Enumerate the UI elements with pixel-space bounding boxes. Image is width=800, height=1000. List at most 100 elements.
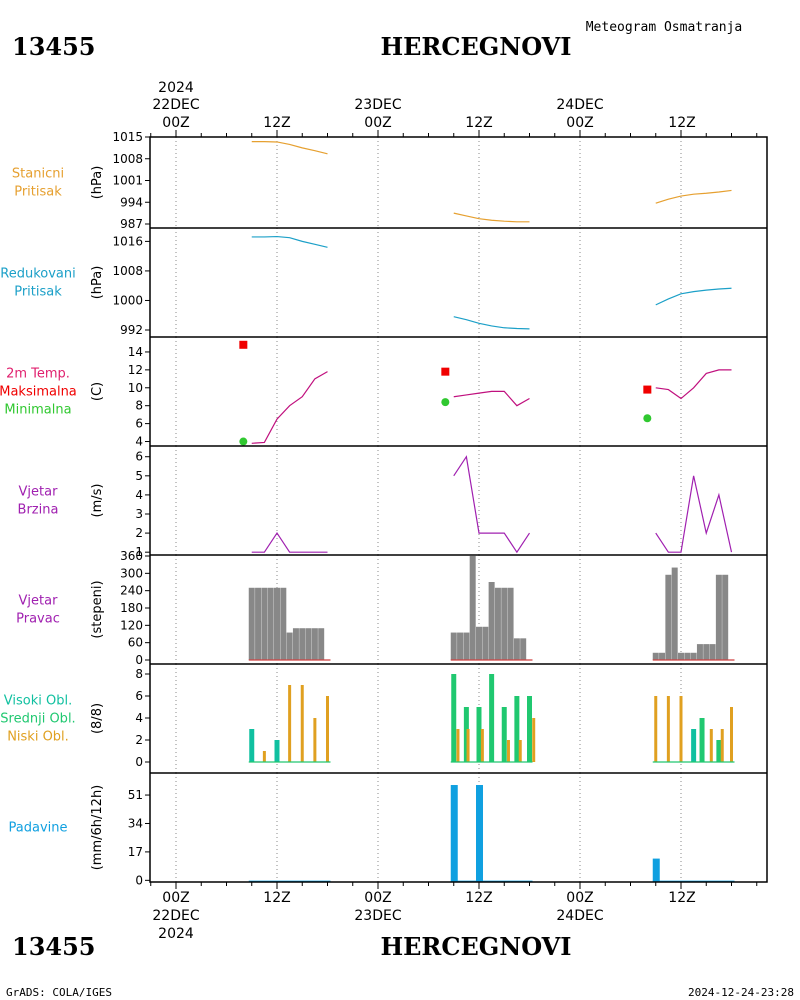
reduced-pressure-line <box>251 235 328 248</box>
panels-group: 987994100110081015(hPa)StanicniPritisak9… <box>0 130 768 889</box>
precip-bar <box>476 785 483 882</box>
cloud-bar <box>514 696 520 762</box>
bottom-date-label-2: 23DEC <box>354 908 401 924</box>
min-temp-marker <box>441 398 450 407</box>
wind-speed-ytick-label: 1 <box>135 545 143 559</box>
temperature-side-label: 2m Temp. <box>6 367 70 382</box>
precipitation-panel: 0 17 34 51 (mm/6h/12h) Padavine <box>9 773 735 887</box>
reduced-pressure-ytick-label: 1008 <box>112 264 143 278</box>
cloud-bar <box>532 718 536 762</box>
cloud-cover-ytick-label: 0 <box>135 755 143 769</box>
precipitation-side-label: Padavine <box>9 821 68 836</box>
wind-direction-side-label: Vjetar <box>19 594 59 609</box>
wind-speed-ytick-label: 4 <box>135 488 143 502</box>
pressure-ytick-label: 1001 <box>112 174 143 188</box>
cloud-bar <box>501 707 507 762</box>
wind-direction-ytick-label: 120 <box>120 618 143 632</box>
wind-speed-side-label: Vjetar <box>19 485 59 500</box>
precip-bar <box>450 785 458 882</box>
max-temp-marker <box>239 340 248 349</box>
cloud-cover-side-label: Niski Obl. <box>7 730 69 745</box>
wind-direction-ytick-label: 300 <box>120 566 143 580</box>
bottom-hour-label-2: 12Z <box>263 890 290 906</box>
bottom-date-label-1: 22DEC <box>152 908 199 924</box>
wind-dir-bar <box>709 644 716 660</box>
top-date-label-1: 22DEC <box>152 97 199 113</box>
wind-dir-bar <box>659 652 666 660</box>
wind-direction-panel: 0 60 120 180 240 300 360 (stepeni) Vjetar Pravac <box>16 549 735 667</box>
cloud-bar <box>288 685 292 762</box>
temperature-ytick-label: 10 <box>128 381 143 395</box>
cloud-bar <box>709 729 713 762</box>
pressure-line <box>453 212 530 223</box>
top-year-label: 2024 <box>158 80 194 96</box>
wind-direction-ytick-label: 360 <box>120 549 143 563</box>
temperature-ytick-label: 8 <box>135 399 143 413</box>
pressure-panel: 987 994 1001 1008 1015 (hPa) Stanicni Pritisak <box>12 130 732 231</box>
wind-speed-panel: 1 2 3 4 5 6 (m/s) Vjetar Brzina <box>18 446 733 559</box>
max-temp-marker <box>643 385 652 394</box>
temperature-ytick-label: 14 <box>128 345 143 359</box>
reduced-pressure-unit-label: (hPa) <box>90 266 105 300</box>
cloud-bar <box>716 740 722 762</box>
cloud-bar <box>466 729 470 762</box>
temperature-ytick-label: 4 <box>135 435 143 449</box>
wind-dir-bar <box>684 652 691 660</box>
wind-speed-side-label: Brzina <box>18 503 59 518</box>
cloud-cover-ytick-label: 2 <box>135 733 143 747</box>
pressure-ytick-label: 987 <box>120 217 143 231</box>
cloud-bar <box>730 707 733 762</box>
pressure-line <box>655 189 732 204</box>
cloud-bar <box>506 740 510 762</box>
wind-dir-bar <box>665 574 672 660</box>
wind-direction-ytick-label: 180 <box>120 601 143 615</box>
wind-direction-ytick-label: 240 <box>120 584 143 598</box>
wind-dir-bar <box>292 628 299 660</box>
wind-dir-bar <box>248 587 255 660</box>
wind-dir-bar <box>457 632 464 660</box>
bottom-date-label-3: 24DEC <box>556 908 603 924</box>
bottom-hour-label-5: 00Z <box>566 890 593 906</box>
max-temp-marker <box>441 367 450 376</box>
cloud-cover-ytick-label: 4 <box>135 711 143 725</box>
cloud-bar <box>300 685 304 762</box>
temperature-ytick-label: 6 <box>135 417 143 431</box>
station-name-top: HERCEGNOVI <box>380 32 571 61</box>
wind-dir-bar <box>696 644 703 660</box>
cloud-bar <box>480 729 484 762</box>
bottom-hour-label-1: 00Z <box>162 890 189 906</box>
wind-dir-bar <box>513 638 520 660</box>
cloud-bar <box>249 729 255 762</box>
plot-border <box>149 136 768 883</box>
min-temp-marker <box>239 437 248 446</box>
cloud-bar <box>699 718 705 762</box>
top-hour-label-6: 12Z <box>668 115 695 131</box>
station-id-bottom: 13455 <box>12 932 96 961</box>
credit-label: GrADS: COLA/IGES <box>6 986 112 999</box>
cloud-bar <box>489 674 495 762</box>
cloud-bar <box>720 729 724 762</box>
wind-speed-unit-label: (m/s) <box>90 484 105 518</box>
wind-speed-line <box>453 455 531 554</box>
wind-dir-bar <box>520 638 527 660</box>
wind-dir-bar <box>311 628 318 660</box>
reduced-pressure-ytick-label: 1000 <box>112 293 143 307</box>
wind-direction-ytick-label: 60 <box>128 636 143 650</box>
temperature-line <box>453 390 530 407</box>
wind-dir-bar <box>715 574 722 660</box>
wind-speed-line <box>655 475 733 553</box>
temperature-line <box>655 369 732 400</box>
wind-speed-line <box>251 532 328 553</box>
reduced-pressure-side-label: Pritisak <box>14 285 62 300</box>
wind-dir-bar <box>255 587 262 660</box>
wind-direction-unit-label: (stepeni) <box>90 580 105 638</box>
wind-dir-bar <box>671 567 678 660</box>
reduced-pressure-ytick-label: 992 <box>120 323 143 337</box>
wind-dir-bar <box>280 587 287 660</box>
pressure-line <box>251 141 328 155</box>
wind-dir-bar <box>286 632 293 660</box>
cloud-cover-unit-label: (8/8) <box>90 703 105 734</box>
cloud-bar <box>654 696 658 762</box>
pressure-side-label: Stanicni <box>12 167 64 182</box>
wind-dir-bar <box>488 582 495 660</box>
